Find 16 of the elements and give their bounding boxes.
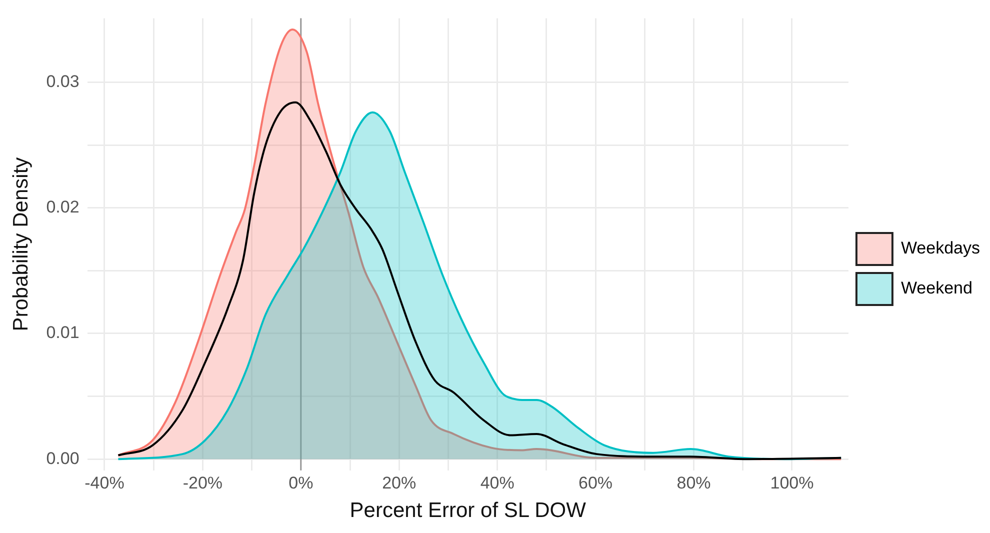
x-tick-label: 40% (480, 473, 514, 492)
legend-label: Weekdays (900, 238, 980, 258)
x-tick-label: 20% (382, 473, 416, 492)
legend-label: Weekend (900, 278, 972, 298)
y-tick-label: 0.02 (46, 198, 80, 217)
x-tick-label: 100% (770, 473, 814, 492)
y-tick-label: 0.00 (46, 448, 80, 468)
y-tick-label: 0.01 (46, 323, 80, 342)
x-tick-label: -40% (84, 473, 124, 492)
x-tick-label: 80% (676, 473, 711, 492)
x-tick-label: -20% (182, 473, 223, 492)
x-tick-label: 60% (578, 473, 613, 492)
x-axis-title: Percent Error of SL DOW (350, 499, 586, 522)
x-tick-label: 0% (288, 473, 314, 492)
y-axis-title: Probability Density (9, 156, 32, 332)
y-tick-label: 0.03 (46, 72, 80, 91)
